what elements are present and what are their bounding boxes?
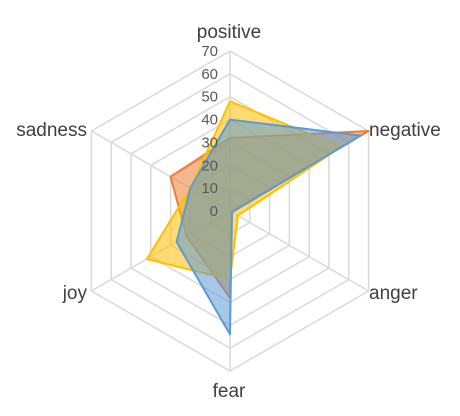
tick-label-20: 20: [201, 157, 218, 174]
tick-label-40: 40: [201, 112, 218, 129]
axis-label-joy: joy: [62, 283, 88, 304]
axis-labels: positive negative anger fear joy sadness: [16, 22, 441, 402]
radial-tick-labels: 0 10 20 30 40 50 60 70: [201, 43, 218, 220]
tick-label-50: 50: [201, 89, 218, 106]
axis-label-positive: positive: [197, 22, 261, 43]
tick-label-10: 10: [201, 180, 218, 197]
series-area-3: [175, 118, 362, 336]
radar-series: [145, 100, 370, 336]
tick-label-70: 70: [201, 43, 218, 60]
tick-label-60: 60: [201, 66, 218, 83]
grid-spoke-anger: [229, 210, 369, 292]
axis-label-sadness: sadness: [16, 120, 87, 141]
tick-label-0: 0: [210, 203, 218, 220]
axis-label-anger: anger: [369, 283, 418, 304]
axis-label-fear: fear: [213, 381, 246, 402]
axis-label-negative: negative: [369, 120, 441, 141]
tick-label-30: 30: [201, 134, 218, 151]
